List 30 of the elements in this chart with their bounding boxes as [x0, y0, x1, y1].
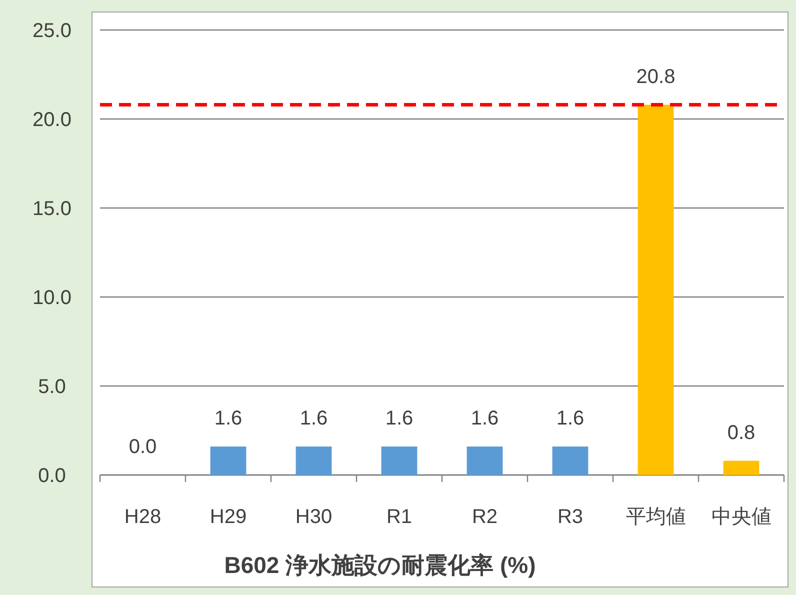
x-tick-label: R3	[557, 506, 584, 528]
data-label: 20.8	[636, 66, 676, 88]
y-tick-label: 5.0	[38, 376, 66, 398]
data-label: 1.6	[556, 408, 584, 430]
y-tick-label: 15.0	[32, 198, 72, 220]
x-tick-label: 平均値	[626, 506, 686, 528]
x-tick-label: R2	[472, 506, 498, 528]
bar	[552, 446, 588, 475]
y-tick-label: 10.0	[32, 287, 72, 309]
x-tick-label: 中央値	[711, 506, 772, 528]
text: B602 浄水施設の耐震化率 (%)	[224, 552, 536, 578]
data-label: 0.0	[128, 436, 157, 458]
y-tick-label: 20.0	[32, 109, 72, 131]
y-tick-label: 25.0	[32, 20, 72, 42]
x-tick-label: R1	[386, 506, 412, 528]
data-label: 1.6	[470, 408, 499, 430]
x-tick-label: H29	[210, 506, 247, 528]
bar	[466, 446, 503, 475]
bar	[210, 446, 246, 475]
data-label: 1.6	[214, 408, 242, 430]
y-tick-label: 0.0	[38, 465, 66, 487]
x-tick-label: H30	[295, 506, 332, 528]
data-label: 0.8	[727, 422, 756, 444]
bar	[381, 446, 418, 475]
x-tick-label: H28	[124, 506, 162, 528]
bar	[638, 104, 674, 475]
bar	[296, 446, 332, 475]
data-label: 1.6	[300, 408, 328, 430]
data-label: 1.6	[385, 408, 414, 430]
bar	[723, 460, 760, 475]
